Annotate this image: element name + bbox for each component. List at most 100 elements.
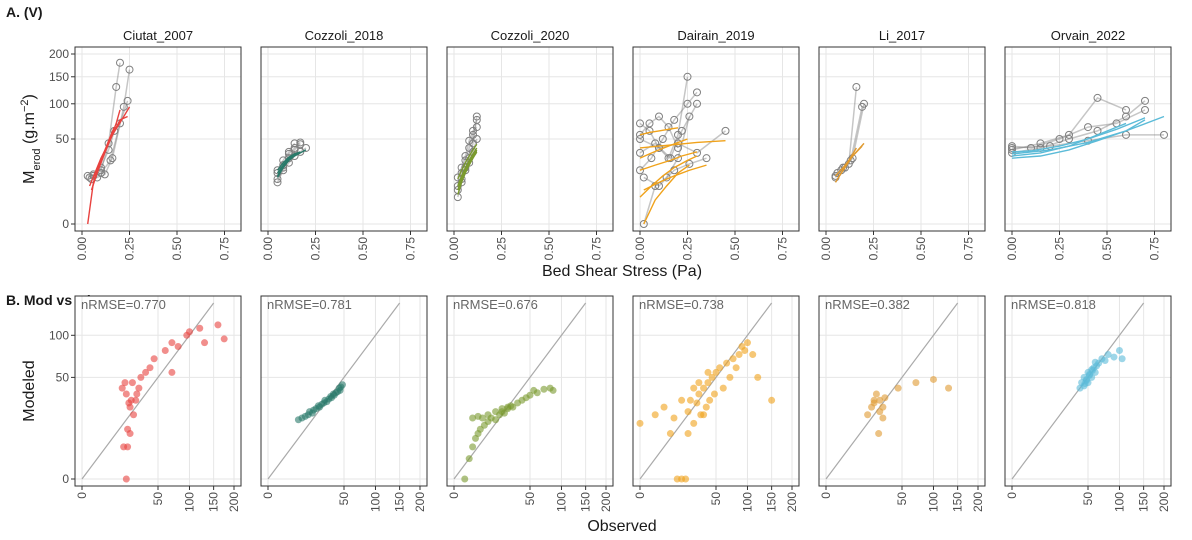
point (700, 411, 708, 419)
plot-area (831, 82, 868, 183)
y-tick-label: 100 (49, 328, 69, 342)
point (695, 379, 703, 387)
observed-point (1141, 105, 1149, 114)
x-tick-label: 0.25 (309, 237, 323, 261)
panel: 0.00 0.25 0.50 0.75 Li_2017 (818, 28, 986, 261)
observed-point (666, 154, 675, 163)
point (196, 324, 204, 332)
x-tick-label: 100 (740, 492, 754, 512)
observed-point (721, 126, 730, 135)
x-tick-label: 200 (599, 492, 613, 512)
point (220, 335, 228, 343)
panel: 0.00 0.25 0.50 0.75 Orvain_2022 (1004, 28, 1172, 261)
plot-area (453, 302, 587, 483)
panel-border (74, 295, 242, 487)
point (469, 414, 477, 422)
modeled-line (639, 127, 679, 136)
x-tick-label: 0 (819, 492, 833, 499)
point (754, 373, 762, 381)
x-tick-label: 50 (709, 492, 723, 506)
point (185, 328, 193, 336)
x-tick-label: 0.25 (1053, 237, 1067, 261)
observed-point (100, 170, 109, 179)
observed-point (664, 123, 673, 132)
point (723, 359, 731, 367)
observed-point (683, 99, 692, 108)
point (732, 364, 740, 372)
point (879, 414, 887, 422)
x-tick-label: 0 (633, 492, 647, 499)
x-tick-label: 50 (523, 492, 537, 506)
point (735, 351, 743, 359)
point (872, 390, 880, 398)
plot-area (636, 72, 730, 228)
point (719, 384, 727, 392)
observed-line (639, 115, 679, 149)
point (690, 384, 698, 392)
x-tick-label: 150 (207, 492, 221, 512)
point (660, 403, 668, 411)
plot-area (273, 138, 310, 187)
x-tick-label: 0.00 (819, 237, 833, 261)
modeled-line (457, 151, 478, 195)
x-tick-label: 0.25 (123, 237, 137, 261)
observed-point (670, 115, 679, 124)
point (133, 390, 141, 398)
observed-point (636, 130, 644, 139)
point (716, 364, 724, 372)
point (338, 381, 346, 389)
observed-point (645, 119, 654, 128)
point (214, 321, 222, 329)
point (120, 443, 128, 451)
observed-point (1084, 123, 1092, 132)
x-tick-label: 0.75 (1148, 237, 1162, 261)
point (710, 390, 718, 398)
panel-border (74, 46, 242, 232)
modeled-line (457, 149, 478, 191)
point (712, 368, 720, 376)
panel: 0 50 100 150 200 nRMSE=0.781 (260, 295, 428, 512)
observed-point (1008, 142, 1016, 151)
plot-area (81, 302, 228, 483)
x-tick-label: 0.00 (75, 237, 89, 261)
observed-point (106, 156, 115, 165)
observed-point (112, 82, 121, 91)
point (1115, 346, 1123, 354)
observed-point (1065, 135, 1073, 143)
panel-label: A. (V) (6, 4, 43, 20)
point (161, 346, 169, 354)
y-tick-label: 200 (49, 47, 69, 61)
modeled-line (457, 147, 478, 187)
point (864, 411, 872, 419)
point (651, 411, 659, 419)
x-tick-label: 0.25 (495, 237, 509, 261)
point (678, 396, 686, 404)
x-tick-label: 100 (926, 492, 940, 512)
point (881, 394, 889, 402)
modeled-line (639, 138, 688, 159)
x-tick-label: 200 (227, 492, 241, 512)
point (533, 389, 541, 397)
point (636, 419, 644, 427)
point (693, 399, 701, 407)
annotation: nRMSE=0.781 (267, 297, 352, 312)
point (128, 379, 136, 387)
identity-line (453, 302, 587, 480)
point (682, 475, 690, 483)
observed-line (639, 130, 726, 154)
point (122, 390, 130, 398)
observed-point (636, 148, 644, 157)
x-tick-label: 200 (971, 492, 985, 512)
point (708, 373, 716, 381)
point (146, 364, 154, 372)
observed-point (284, 147, 293, 156)
observed-point (693, 99, 701, 108)
observed-line (639, 76, 689, 160)
panel: 0 50 100 150 200 nRMSE=0.676 (446, 295, 614, 512)
point (127, 396, 135, 404)
x-tick-label: 0.50 (1100, 237, 1114, 261)
annotation: nRMSE=0.738 (639, 297, 724, 312)
point (124, 425, 132, 433)
observed-point (1055, 135, 1064, 143)
